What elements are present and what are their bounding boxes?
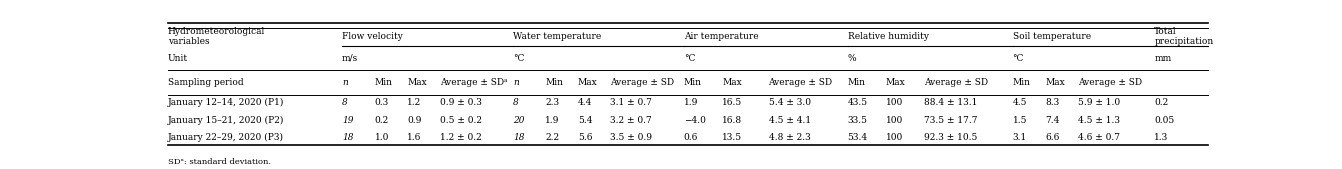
- Text: 1.9: 1.9: [683, 98, 698, 107]
- Text: %: %: [848, 54, 856, 63]
- Text: 1.0: 1.0: [374, 133, 389, 142]
- Text: 0.2: 0.2: [1154, 98, 1169, 107]
- Text: Min: Min: [848, 78, 866, 87]
- Text: Min: Min: [683, 78, 702, 87]
- Text: Max: Max: [722, 78, 742, 87]
- Text: 0.9 ± 0.3: 0.9 ± 0.3: [440, 98, 482, 107]
- Text: 0.05: 0.05: [1154, 116, 1174, 125]
- Text: °C: °C: [513, 54, 525, 63]
- Text: 1.9: 1.9: [545, 116, 560, 125]
- Text: Total
precipitation: Total precipitation: [1154, 27, 1213, 46]
- Text: 20: 20: [513, 116, 525, 125]
- Text: Average ± SD: Average ± SD: [769, 78, 832, 87]
- Text: 53.4: 53.4: [848, 133, 868, 142]
- Text: 13.5: 13.5: [722, 133, 742, 142]
- Text: Max: Max: [578, 78, 597, 87]
- Text: Max: Max: [407, 78, 427, 87]
- Text: 5.6: 5.6: [578, 133, 592, 142]
- Text: 2.3: 2.3: [545, 98, 560, 107]
- Text: 4.5 ± 4.1: 4.5 ± 4.1: [769, 116, 811, 125]
- Text: 2.2: 2.2: [545, 133, 560, 142]
- Text: January 12–14, 2020 (P1): January 12–14, 2020 (P1): [168, 98, 285, 107]
- Text: −4.0: −4.0: [683, 116, 706, 125]
- Text: Sampling period: Sampling period: [168, 78, 243, 87]
- Text: 1.6: 1.6: [407, 133, 421, 142]
- Text: Average ± SD: Average ± SD: [1078, 78, 1142, 87]
- Text: 1.5: 1.5: [1013, 116, 1027, 125]
- Text: 1.3: 1.3: [1154, 133, 1169, 142]
- Text: Min: Min: [1013, 78, 1031, 87]
- Text: mm: mm: [1154, 54, 1172, 63]
- Text: SDᵃ: standard deviation.: SDᵃ: standard deviation.: [168, 158, 271, 166]
- Text: 5.4: 5.4: [578, 116, 592, 125]
- Text: January 15–21, 2020 (P2): January 15–21, 2020 (P2): [168, 116, 285, 125]
- Text: 92.3 ± 10.5: 92.3 ± 10.5: [925, 133, 977, 142]
- Text: °C: °C: [1013, 54, 1024, 63]
- Text: Soil temperature: Soil temperature: [1013, 32, 1091, 41]
- Text: 4.4: 4.4: [578, 98, 592, 107]
- Text: 100: 100: [886, 133, 903, 142]
- Text: 4.5: 4.5: [1013, 98, 1027, 107]
- Text: Hydrometeorological
variables: Hydrometeorological variables: [168, 27, 264, 46]
- Text: Min: Min: [545, 78, 564, 87]
- Text: 4.6 ± 0.7: 4.6 ± 0.7: [1078, 133, 1119, 142]
- Text: 8: 8: [513, 98, 518, 107]
- Text: 3.2 ± 0.7: 3.2 ± 0.7: [611, 116, 652, 125]
- Text: 8: 8: [342, 98, 348, 107]
- Text: 0.3: 0.3: [374, 98, 389, 107]
- Text: 5.9 ± 1.0: 5.9 ± 1.0: [1078, 98, 1119, 107]
- Text: 0.5 ± 0.2: 0.5 ± 0.2: [440, 116, 482, 125]
- Text: 1.2 ± 0.2: 1.2 ± 0.2: [440, 133, 482, 142]
- Text: 18: 18: [513, 133, 525, 142]
- Text: 3.1: 3.1: [1013, 133, 1027, 142]
- Text: n: n: [342, 78, 348, 87]
- Text: Average ± SD: Average ± SD: [611, 78, 675, 87]
- Text: 7.4: 7.4: [1045, 116, 1059, 125]
- Text: m/s: m/s: [342, 54, 358, 63]
- Text: 19: 19: [342, 116, 353, 125]
- Text: 73.5 ± 17.7: 73.5 ± 17.7: [925, 116, 978, 125]
- Text: 0.2: 0.2: [374, 116, 389, 125]
- Text: 4.8 ± 2.3: 4.8 ± 2.3: [769, 133, 811, 142]
- Text: 88.4 ± 13.1: 88.4 ± 13.1: [925, 98, 977, 107]
- Text: n: n: [513, 78, 518, 87]
- Text: Unit: Unit: [168, 54, 188, 63]
- Text: 3.5 ± 0.9: 3.5 ± 0.9: [611, 133, 652, 142]
- Text: 0.6: 0.6: [683, 133, 698, 142]
- Text: Relative humidity: Relative humidity: [848, 32, 929, 41]
- Text: 16.8: 16.8: [722, 116, 742, 125]
- Text: 3.1 ± 0.7: 3.1 ± 0.7: [611, 98, 652, 107]
- Text: 8.3: 8.3: [1045, 98, 1059, 107]
- Text: 5.4 ± 3.0: 5.4 ± 3.0: [769, 98, 811, 107]
- Text: January 22–29, 2020 (P3): January 22–29, 2020 (P3): [168, 133, 283, 142]
- Text: Water temperature: Water temperature: [513, 32, 601, 41]
- Text: 100: 100: [886, 98, 903, 107]
- Text: 18: 18: [342, 133, 353, 142]
- Text: 33.5: 33.5: [848, 116, 867, 125]
- Text: 16.5: 16.5: [722, 98, 742, 107]
- Text: °C: °C: [683, 54, 695, 63]
- Text: Flow velocity: Flow velocity: [342, 32, 403, 41]
- Text: 0.9: 0.9: [407, 116, 421, 125]
- Text: Average ± SD: Average ± SD: [925, 78, 988, 87]
- Text: Air temperature: Air temperature: [683, 32, 758, 41]
- Text: 4.5 ± 1.3: 4.5 ± 1.3: [1078, 116, 1119, 125]
- Text: 43.5: 43.5: [848, 98, 868, 107]
- Text: 100: 100: [886, 116, 903, 125]
- Text: Min: Min: [374, 78, 393, 87]
- Text: Max: Max: [1045, 78, 1064, 87]
- Text: 1.2: 1.2: [407, 98, 421, 107]
- Text: Average ± SDᵃ: Average ± SDᵃ: [440, 78, 507, 87]
- Text: Max: Max: [886, 78, 906, 87]
- Text: 6.6: 6.6: [1045, 133, 1059, 142]
